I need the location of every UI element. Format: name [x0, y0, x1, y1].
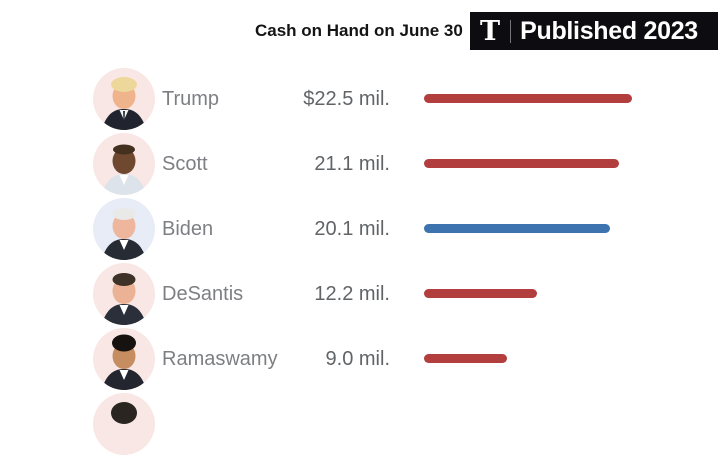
chart-title: Cash on Hand on June 30	[255, 21, 463, 40]
bar-biden	[424, 224, 610, 233]
table-row: Scott 21.1 mil.	[0, 132, 720, 197]
candidate-name: DeSantis	[162, 283, 244, 305]
table-row: Biden 20.1 mil.	[0, 197, 720, 262]
published-badge-label: Published 2023	[520, 16, 698, 45]
candidate-name: Biden	[162, 218, 214, 240]
cash-value-label: 21.1 mil.	[314, 153, 390, 175]
bar-trump	[424, 94, 632, 103]
badge-separator	[510, 19, 512, 43]
avatar-scott-photo	[93, 133, 155, 195]
table-row: DeSantis 12.2 mil.	[0, 262, 720, 327]
cash-value-label: 12.2 mil.	[314, 283, 390, 305]
candidate-name: Scott	[162, 153, 208, 175]
table-row: Trump $22.5 mil.	[0, 67, 720, 132]
candidate-name: Trump	[162, 88, 220, 110]
avatar-ramaswamy-photo	[93, 328, 155, 390]
avatar-trump-photo	[93, 68, 155, 130]
published-badge: T Published 2023	[470, 12, 718, 50]
avatar-partial-photo	[93, 393, 155, 455]
nyt-times-logo-icon: T	[480, 15, 501, 47]
cash-value-label: 20.1 mil.	[314, 218, 390, 240]
table-row: Ramaswamy 9.0 mil.	[0, 327, 720, 392]
cash-value-label: 9.0 mil.	[325, 348, 390, 370]
bar-scott	[424, 159, 619, 168]
bar-ramaswamy	[424, 354, 507, 363]
avatar-biden-photo	[93, 198, 155, 260]
avatar-desantis-photo	[93, 263, 155, 325]
bar-desantis	[424, 289, 537, 298]
cash-value-label: $22.5 mil.	[303, 88, 390, 110]
table-row-partial	[0, 392, 720, 457]
candidate-name: Ramaswamy	[162, 348, 278, 370]
